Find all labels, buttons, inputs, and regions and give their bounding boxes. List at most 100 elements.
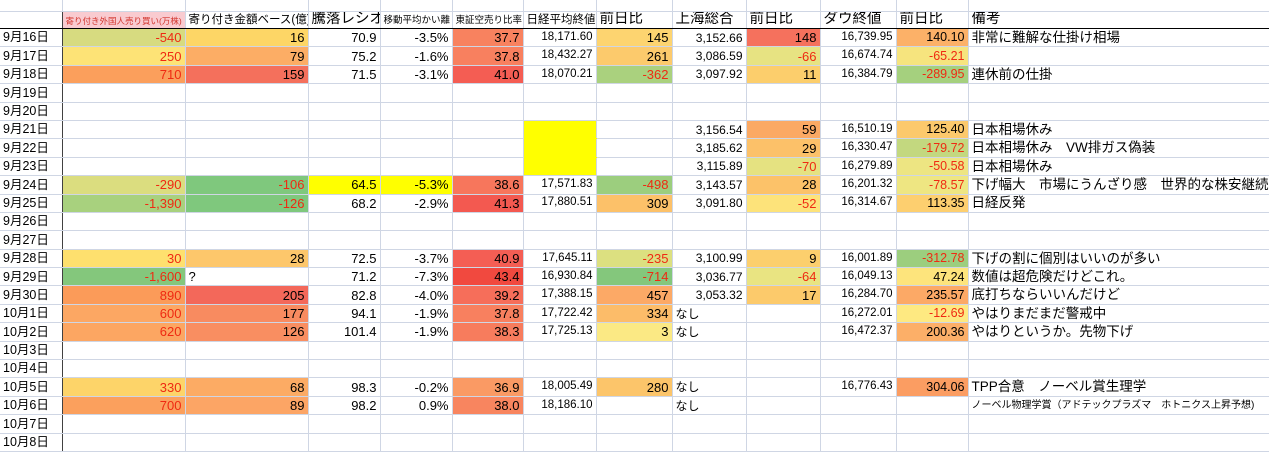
cell-9月24日-date[interactable]: 9月24日	[0, 175, 63, 195]
spacer-cell-kairi[interactable]	[380, 0, 453, 12]
cell-9月29日-note[interactable]: 数値は超危険だけどこれ。	[968, 267, 1269, 287]
cell-9月26日-note[interactable]	[968, 212, 1269, 232]
cell-10月4日-shanghai[interactable]	[672, 359, 747, 379]
cell-9月20日-nikkei_chg[interactable]	[596, 102, 673, 121]
cell-10月7日-ratio[interactable]	[308, 414, 381, 434]
cell-9月25日-foreign[interactable]: -1,390	[62, 194, 186, 213]
cell-10月1日-nikkei_chg[interactable]: 334	[596, 304, 673, 324]
cell-9月18日-short_ratio[interactable]: 41.0	[452, 65, 524, 85]
spacer-cell-note[interactable]	[968, 0, 1269, 12]
cell-9月18日-nikkei[interactable]: 18,070.21	[523, 65, 597, 85]
spacer-cell-nikkei[interactable]	[523, 0, 597, 12]
cell-10月3日-nikkei[interactable]	[523, 341, 597, 361]
cell-9月16日-dow_chg[interactable]: 140.10	[896, 28, 969, 48]
cell-10月8日-nikkei[interactable]	[523, 433, 597, 452]
cell-9月23日-dow_chg[interactable]: -50.58	[896, 157, 969, 177]
cell-9月30日-ratio[interactable]: 82.8	[308, 285, 381, 305]
cell-9月23日-short_ratio[interactable]	[452, 157, 524, 177]
cell-9月21日-nikkei_chg[interactable]	[596, 120, 673, 140]
cell-9月22日-kairi[interactable]	[380, 138, 453, 158]
cell-9月20日-shanghai[interactable]	[672, 102, 747, 121]
cell-10月3日-ratio[interactable]	[308, 341, 381, 361]
cell-9月19日-amount[interactable]	[185, 83, 309, 103]
cell-9月17日-shanghai[interactable]: 3,086.59	[672, 46, 747, 66]
cell-9月24日-note[interactable]: 下げ幅大 市場にうんざり感 世界的な株安継続	[968, 175, 1269, 195]
cell-9月16日-short_ratio[interactable]: 37.7	[452, 28, 524, 48]
cell-10月8日-foreign[interactable]	[62, 433, 186, 452]
cell-9月21日-nikkei[interactable]	[523, 120, 597, 140]
cell-9月26日-date[interactable]: 9月26日	[0, 212, 63, 232]
cell-9月20日-dow[interactable]	[820, 102, 897, 121]
cell-9月29日-shanghai_chg[interactable]: -64	[746, 267, 821, 287]
cell-9月27日-dow_chg[interactable]	[896, 230, 969, 250]
cell-9月28日-nikkei[interactable]: 17,645.11	[523, 249, 597, 269]
cell-10月5日-note[interactable]: TPP合意 ノーベル賞生理学	[968, 377, 1269, 397]
spacer-cell-dow[interactable]	[820, 0, 897, 12]
cell-9月28日-nikkei_chg[interactable]: -235	[596, 249, 673, 269]
cell-9月23日-nikkei[interactable]	[523, 157, 597, 177]
cell-10月7日-dow_chg[interactable]	[896, 414, 969, 434]
cell-9月26日-foreign[interactable]	[62, 212, 186, 232]
cell-9月28日-short_ratio[interactable]: 40.9	[452, 249, 524, 269]
cell-10月8日-dow_chg[interactable]	[896, 433, 969, 452]
cell-9月25日-kairi[interactable]: -2.9%	[380, 194, 453, 213]
header-ratio[interactable]: 騰落レシオ	[308, 11, 381, 29]
cell-10月5日-ratio[interactable]: 98.3	[308, 377, 381, 397]
cell-9月17日-date[interactable]: 9月17日	[0, 46, 63, 66]
cell-10月8日-kairi[interactable]	[380, 433, 453, 452]
cell-9月24日-shanghai_chg[interactable]: 28	[746, 175, 821, 195]
cell-9月18日-nikkei_chg[interactable]: -362	[596, 65, 673, 85]
cell-9月18日-note[interactable]: 連休前の仕掛	[968, 65, 1269, 85]
cell-10月2日-ratio[interactable]: 101.4	[308, 322, 381, 342]
cell-9月27日-short_ratio[interactable]	[452, 230, 524, 250]
cell-10月3日-dow[interactable]	[820, 341, 897, 361]
cell-10月3日-amount[interactable]	[185, 341, 309, 361]
cell-10月1日-shanghai_chg[interactable]	[746, 304, 821, 324]
cell-9月19日-dow[interactable]	[820, 83, 897, 103]
cell-9月22日-dow_chg[interactable]: -179.72	[896, 138, 969, 158]
cell-10月5日-dow[interactable]: 16,776.43	[820, 377, 897, 397]
cell-9月19日-foreign[interactable]	[62, 83, 186, 103]
cell-9月24日-ratio[interactable]: 64.5	[308, 175, 381, 195]
cell-9月16日-note[interactable]: 非常に難解な仕掛け相場	[968, 28, 1269, 48]
spacer-cell-ratio[interactable]	[308, 0, 381, 12]
cell-10月8日-ratio[interactable]	[308, 433, 381, 452]
cell-10月7日-date[interactable]: 10月7日	[0, 414, 63, 434]
cell-10月3日-shanghai_chg[interactable]	[746, 341, 821, 361]
cell-9月24日-nikkei[interactable]: 17,571.83	[523, 175, 597, 195]
cell-10月6日-kairi[interactable]: 0.9%	[380, 396, 453, 416]
cell-9月22日-ratio[interactable]	[308, 138, 381, 158]
cell-9月25日-nikkei_chg[interactable]: 309	[596, 194, 673, 213]
spacer-cell-dow_chg[interactable]	[896, 0, 969, 12]
cell-9月16日-shanghai_chg[interactable]: 148	[746, 28, 821, 48]
cell-9月30日-nikkei[interactable]: 17,388.15	[523, 285, 597, 305]
cell-9月17日-nikkei_chg[interactable]: 261	[596, 46, 673, 66]
cell-10月2日-shanghai_chg[interactable]	[746, 322, 821, 342]
cell-10月6日-date[interactable]: 10月6日	[0, 396, 63, 416]
cell-10月5日-shanghai_chg[interactable]	[746, 377, 821, 397]
cell-10月3日-dow_chg[interactable]	[896, 341, 969, 361]
cell-9月26日-nikkei_chg[interactable]	[596, 212, 673, 232]
cell-10月6日-dow[interactable]	[820, 396, 897, 416]
cell-10月6日-nikkei[interactable]: 18,186.10	[523, 396, 597, 416]
cell-10月4日-dow_chg[interactable]	[896, 359, 969, 379]
cell-9月30日-nikkei_chg[interactable]: 457	[596, 285, 673, 305]
cell-10月3日-foreign[interactable]	[62, 341, 186, 361]
cell-9月16日-kairi[interactable]: -3.5%	[380, 28, 453, 48]
cell-9月16日-dow[interactable]: 16,739.95	[820, 28, 897, 48]
cell-10月2日-shanghai[interactable]: なし	[672, 322, 747, 342]
cell-9月26日-amount[interactable]	[185, 212, 309, 232]
cell-9月21日-shanghai[interactable]: 3,156.54	[672, 120, 747, 140]
cell-9月27日-kairi[interactable]	[380, 230, 453, 250]
cell-9月25日-shanghai[interactable]: 3,091.80	[672, 194, 747, 213]
cell-10月7日-short_ratio[interactable]	[452, 414, 524, 434]
cell-9月22日-nikkei[interactable]	[523, 138, 597, 158]
cell-9月30日-amount[interactable]: 205	[185, 285, 309, 305]
cell-9月20日-ratio[interactable]	[308, 102, 381, 121]
header-shanghai_chg[interactable]: 前日比	[746, 11, 821, 29]
cell-9月24日-short_ratio[interactable]: 38.6	[452, 175, 524, 195]
cell-10月5日-foreign[interactable]: 330	[62, 377, 186, 397]
cell-9月28日-amount[interactable]: 28	[185, 249, 309, 269]
cell-10月5日-shanghai[interactable]: なし	[672, 377, 747, 397]
cell-9月21日-dow[interactable]: 16,510.19	[820, 120, 897, 140]
